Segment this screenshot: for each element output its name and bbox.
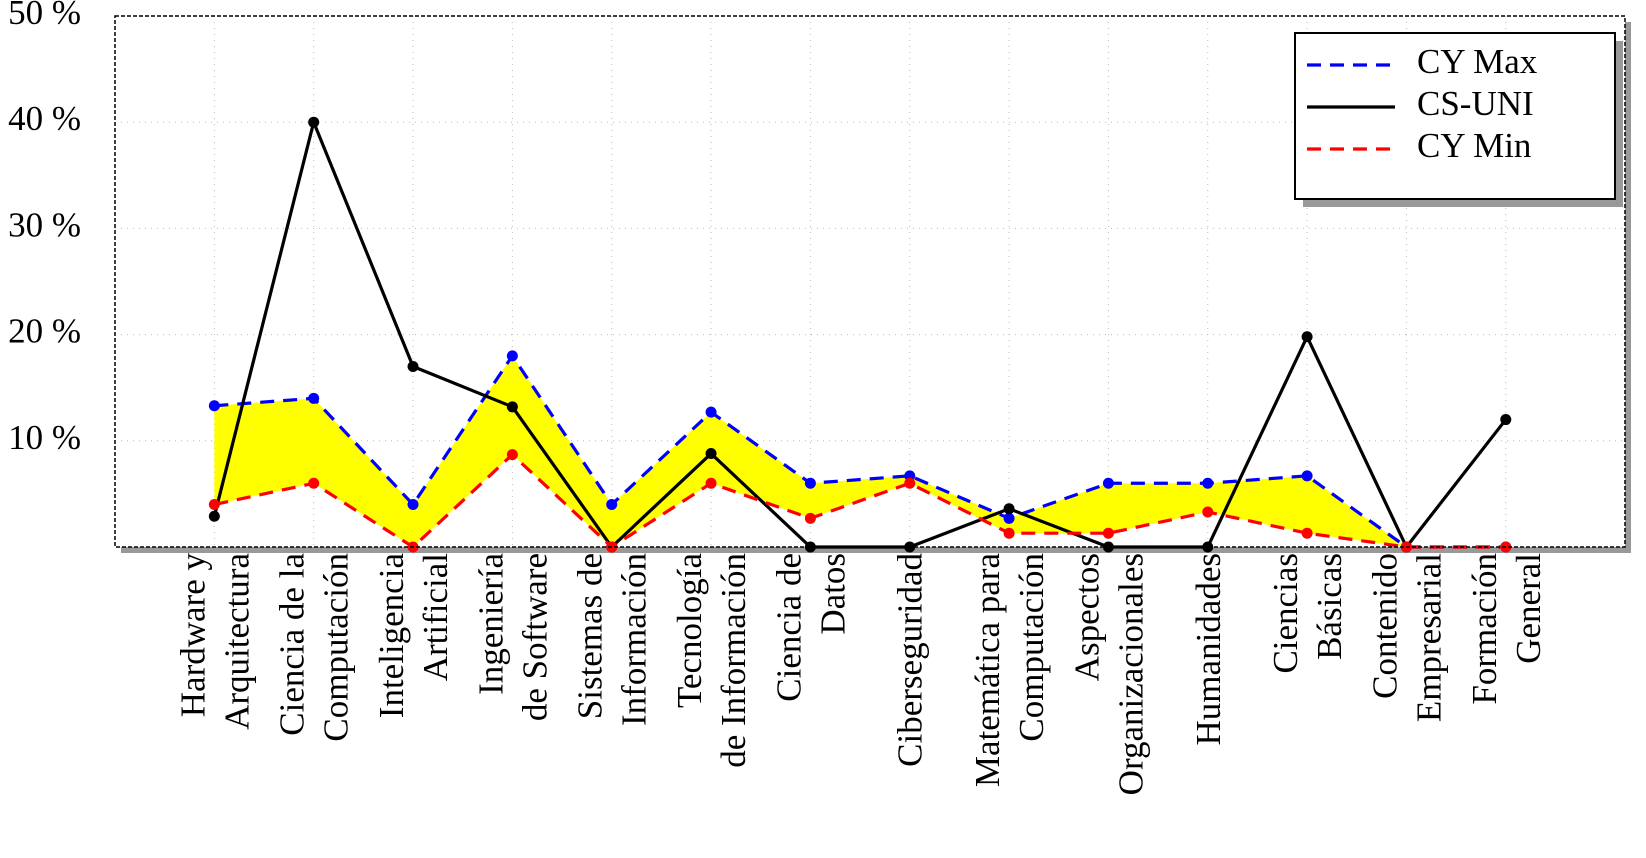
data-point [1102,477,1114,489]
x-tick-label: de Información [714,553,753,768]
data-point [1301,331,1313,343]
data-point [506,401,518,413]
legend-label: CS-UNI [1417,84,1534,123]
y-tick-label: 30 % [8,205,81,244]
data-point [705,477,717,489]
y-tick-label: 50 % [8,0,81,32]
data-point [1500,414,1512,426]
data-point [1003,503,1015,515]
data-point [1202,477,1214,489]
x-tick-label: Empresarial [1409,553,1448,722]
x-tick-label: Formación [1465,553,1504,705]
x-tick-label: Computación [1012,553,1051,742]
x-tick-label: Información [615,553,654,726]
data-point [1102,527,1114,539]
data-point [1301,527,1313,539]
x-tick-label: Inteligencia [372,553,411,719]
data-point [1202,541,1214,553]
x-tick-label: Tecnología [670,553,709,708]
data-point [308,477,320,489]
x-tick-label: Organizacionales [1111,553,1150,795]
data-point [1202,506,1214,518]
x-tick-label: de Software [515,553,554,721]
y-tick-label: 20 % [8,312,81,351]
data-point [705,448,717,460]
legend-label: CY Min [1417,126,1531,165]
data-point [208,499,220,511]
data-point [308,392,320,404]
legend [1294,32,1616,200]
x-tick-label: Computación [317,553,356,742]
data-point [804,477,816,489]
data-point [705,406,717,418]
x-tick-label: General [1509,553,1548,664]
data-point [506,449,518,461]
y-tick-label: 10 % [8,418,81,457]
data-point [208,510,220,522]
x-tick-label: Básicas [1310,553,1349,660]
x-tick-label: Humanidades [1189,553,1228,745]
x-tick-label: Aspectos [1067,553,1106,681]
x-tick-label: Ciencia de [769,553,808,702]
x-tick-label: Arquitectura [217,553,256,730]
series-line [214,452,1506,550]
data-point [904,477,916,489]
plot-frame [114,15,1626,548]
data-point [1301,470,1313,482]
data-point [506,350,518,362]
data-point [407,499,419,511]
x-tick-label: Artificial [416,553,455,682]
x-tick-label: Ciberseguridad [891,553,930,767]
data-point [804,541,816,553]
x-tick-label: Ciencia de la [273,553,312,736]
data-point [1003,512,1015,524]
data-point [407,360,419,372]
x-tick-label: Ciencias [1266,553,1305,674]
data-point [208,400,220,412]
x-tick-label: Contenido [1365,553,1404,699]
data-point [804,512,816,524]
data-point [1003,527,1015,539]
fill-area [214,355,1506,547]
data-point [606,499,618,511]
data-point [308,116,320,128]
legend-label: CY Max [1417,42,1538,81]
x-tick-label: Ingeniería [471,553,510,695]
series-line [214,352,1506,549]
x-tick-label: Matemática para [968,553,1007,788]
y-tick-label: 40 % [8,99,81,138]
x-tick-label: Datos [813,553,852,635]
x-tick-label: Sistemas de [571,553,610,719]
x-tick-label: Hardware y [173,553,212,718]
